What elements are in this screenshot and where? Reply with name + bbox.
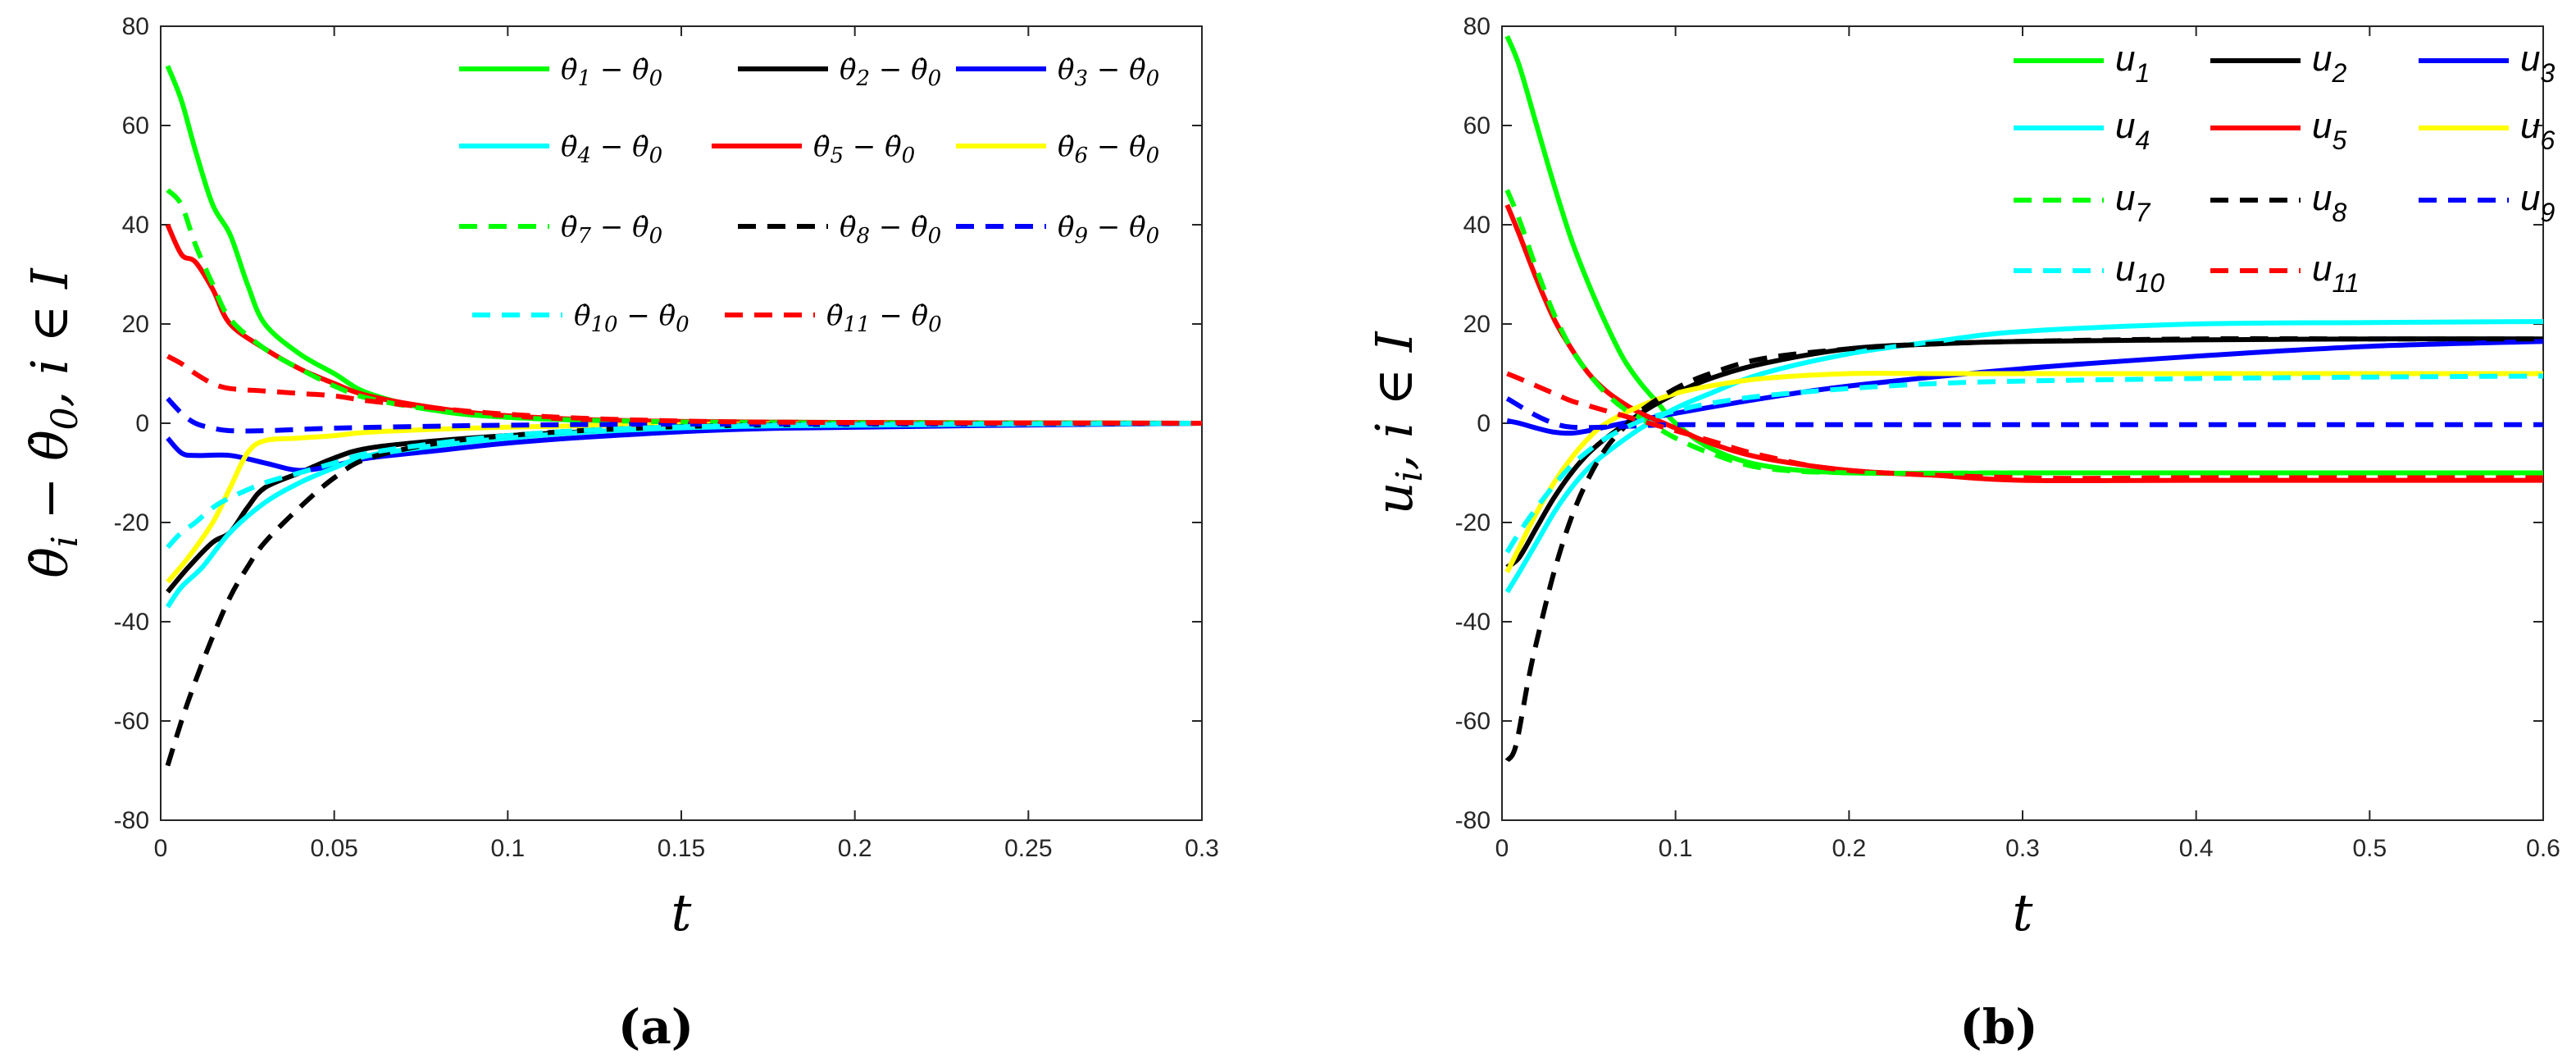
- series-line-11: [1506, 371, 2543, 481]
- y-tick-label: 80: [122, 13, 149, 40]
- series-line-3: [1506, 339, 2543, 436]
- y-tick-label: 80: [1463, 13, 1491, 40]
- x-tick-label: 0.2: [838, 835, 872, 862]
- legend-label-7: u7: [2115, 178, 2150, 227]
- series-line-1: [165, 65, 1202, 426]
- y-tick-label: -80: [114, 807, 149, 834]
- legend-label-2: θ̇2 − θ̇0: [840, 53, 941, 91]
- legend-label-9: θ̇9 − θ̇0: [1058, 211, 1159, 249]
- y-tick-label: 40: [1463, 212, 1491, 239]
- y-tick-label: 20: [1463, 311, 1491, 338]
- y-axis-title: ui, i ∈ I: [1364, 331, 1431, 515]
- y-tick-label: -40: [114, 609, 149, 636]
- legend-label-1: u1: [2115, 39, 2150, 88]
- y-tick-label: 0: [1477, 410, 1491, 437]
- series-group: [1504, 34, 2543, 763]
- series-line-10: [166, 421, 1202, 550]
- x-tick-label: 0: [1495, 835, 1509, 862]
- x-tick-label: 0.6: [2526, 835, 2560, 862]
- series-line-2: [166, 421, 1202, 594]
- y-tick-label: -60: [114, 708, 149, 735]
- legend-label-10: u10: [2115, 249, 2164, 298]
- x-tick-label: 0.4: [2179, 835, 2214, 862]
- y-tick-label: -20: [1455, 509, 1491, 536]
- x-tick-label: 0.1: [1659, 835, 1693, 862]
- legend-label-5: u5: [2312, 106, 2346, 155]
- y-tick-label: -80: [1455, 807, 1491, 834]
- panel-label: (a): [618, 999, 694, 1055]
- legend-label-8: θ̇8 − θ̇0: [840, 211, 941, 249]
- legend-label-2: u2: [2312, 39, 2346, 88]
- legend-label-5: θ̇5 − θ̇0: [813, 130, 915, 168]
- x-tick-label: 0: [154, 835, 168, 862]
- legend-label-3: θ̇3 − θ̇0: [1058, 53, 1159, 91]
- x-tick-label: 0.2: [1832, 835, 1866, 862]
- x-tick-label: 0.5: [2352, 835, 2387, 862]
- x-tick-label: 0.3: [2005, 835, 2040, 862]
- panel-label: (b): [1959, 999, 2037, 1055]
- series-line-1: [1504, 34, 2543, 477]
- series-line-2: [1505, 336, 2543, 569]
- y-tick-label: 0: [135, 410, 149, 437]
- y-tick-label: 60: [122, 112, 149, 139]
- x-axis-title: t: [671, 883, 692, 942]
- x-tick-label: 0.25: [1004, 835, 1052, 862]
- legend-label-3: u3: [2520, 39, 2555, 88]
- x-tick-label: 0.3: [1185, 835, 1219, 862]
- y-tick-label: -60: [1455, 708, 1491, 735]
- legend-label-4: u4: [2115, 106, 2150, 155]
- legend-label-1: θ̇1 − θ̇0: [561, 53, 662, 91]
- x-axis-title: t: [2013, 883, 2033, 942]
- legend-label-4: θ̇4 − θ̇0: [561, 130, 662, 168]
- legend-label-6: θ̇6 − θ̇0: [1058, 130, 1159, 168]
- series-line-8: [1504, 335, 2543, 763]
- y-tick-label: -40: [1455, 609, 1491, 636]
- legend-label-11: θ̇11 − θ̇0: [826, 299, 942, 337]
- series-line-6: [166, 421, 1202, 584]
- legend-label-10: θ̇10 − θ̇0: [574, 299, 690, 337]
- series-line-4: [1504, 319, 2543, 594]
- y-axis-title: θ̇i − θ̇0, i ∈ I: [20, 267, 86, 578]
- series-line-8: [165, 421, 1202, 767]
- x-tick-label: 0.1: [490, 835, 525, 862]
- series-line-6: [1504, 371, 2543, 573]
- y-tick-label: 60: [1463, 112, 1491, 139]
- legend-label-11: u11: [2312, 249, 2360, 298]
- y-tick-label: 20: [122, 311, 149, 338]
- series-line-4: [165, 421, 1202, 609]
- series-line-7: [166, 188, 1202, 426]
- legend-label-9: u9: [2520, 178, 2555, 227]
- panel-b: 0 0.1 0.2 0.3 0.4 0.5 0.6 -80 -60 -40 -20 0 20 40 60 80…: [1364, 13, 2560, 1055]
- y-tick-label: -20: [114, 509, 149, 536]
- x-tick-label: 0.05: [310, 835, 357, 862]
- y-tick-label: 40: [122, 212, 149, 239]
- series-line-7: [1504, 189, 2543, 476]
- x-tick-label: 0.15: [658, 835, 705, 862]
- legend-label-6: u6: [2520, 106, 2555, 155]
- series-line-11: [166, 354, 1202, 426]
- series-group: [165, 65, 1202, 767]
- panel-a: 0 0.05 0.1 0.15 0.2 0.25 0.3 -80 -60 -40 -20 0 20 40 6…: [20, 13, 1219, 1055]
- legend-label-8: u8: [2312, 178, 2346, 227]
- legend-label-7: θ̇7 − θ̇0: [561, 211, 662, 249]
